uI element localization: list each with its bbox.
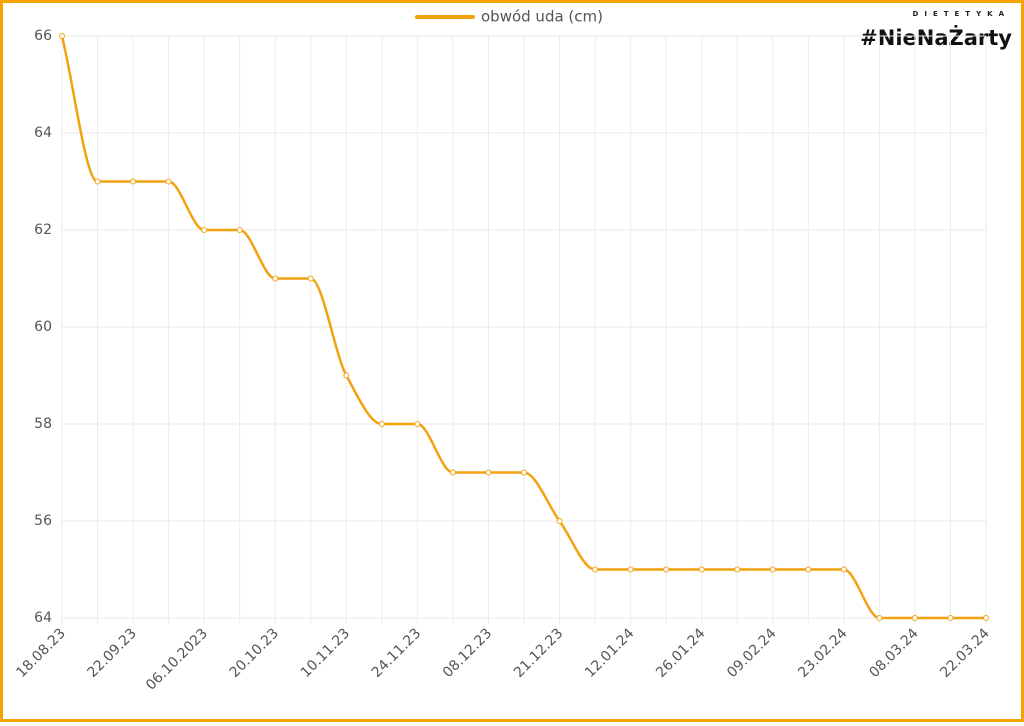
point — [378, 421, 385, 427]
point — [165, 178, 172, 185]
y-tick-label: 64 — [34, 610, 52, 626]
point — [947, 615, 954, 621]
point — [805, 566, 812, 573]
point — [449, 469, 456, 476]
y-tick-label: 56 — [34, 513, 52, 529]
point — [485, 469, 492, 476]
y-tick-label: 60 — [34, 319, 52, 335]
point — [521, 469, 527, 476]
point — [627, 566, 634, 573]
point — [734, 566, 741, 573]
point — [307, 275, 314, 282]
point — [130, 178, 137, 185]
y-tick-label: 58 — [34, 416, 52, 432]
point — [840, 566, 847, 573]
y-tick-label: 66 — [34, 28, 52, 44]
y-tick-label: 64 — [34, 125, 52, 141]
point — [236, 227, 243, 233]
point — [769, 566, 776, 573]
point — [343, 372, 350, 379]
brand: #NieNaŻarty — [860, 25, 1012, 50]
point — [94, 178, 101, 185]
point — [414, 421, 421, 427]
point — [201, 227, 208, 233]
point — [876, 615, 883, 621]
legend-label: obwód uda (cm) — [481, 8, 603, 26]
point — [911, 615, 918, 621]
point — [698, 566, 705, 573]
brand-small: DIETETYKA — [913, 10, 1010, 18]
y-tick-label: 62 — [34, 222, 52, 238]
point — [556, 518, 563, 524]
point — [983, 615, 989, 621]
point — [663, 566, 670, 573]
point — [59, 33, 65, 39]
point — [592, 566, 599, 573]
point — [272, 275, 279, 282]
